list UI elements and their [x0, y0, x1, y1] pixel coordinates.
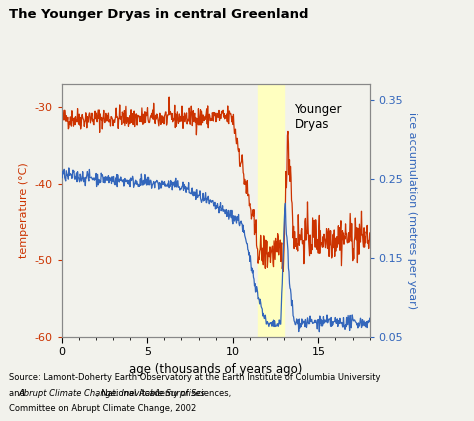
Text: and: and: [9, 389, 28, 398]
Text: Committee on Abrupt Climate Change, 2002: Committee on Abrupt Climate Change, 2002: [9, 404, 197, 413]
Text: Source: Lamont-Doherty Earth Observatory at the Earth Institute of Columbia Univ: Source: Lamont-Doherty Earth Observatory…: [9, 373, 381, 381]
Y-axis label: temperature (°C): temperature (°C): [19, 163, 29, 258]
X-axis label: age (thousands of years ago): age (thousands of years ago): [129, 363, 302, 376]
Text: The Younger Dryas in central Greenland: The Younger Dryas in central Greenland: [9, 8, 309, 21]
Text: Abrupt Climate Change: Inevitable Surprises: Abrupt Climate Change: Inevitable Surpri…: [18, 389, 205, 398]
Text: Younger
Dryas: Younger Dryas: [294, 103, 342, 131]
Y-axis label: ice accumulation (metres per year): ice accumulation (metres per year): [407, 112, 418, 309]
Text: , National Academy of Sciences,: , National Academy of Sciences,: [96, 389, 231, 398]
Bar: [258, 84, 284, 337]
